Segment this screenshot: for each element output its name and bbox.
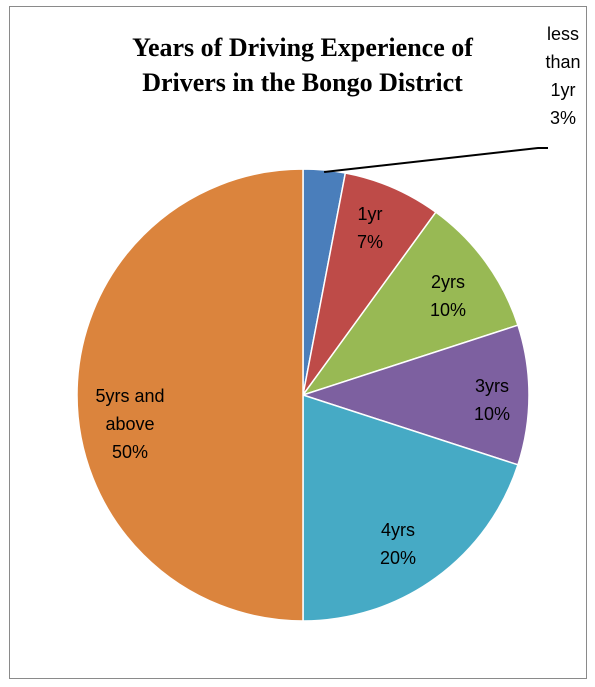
pie-slice-5yrs-and-above <box>76 168 304 622</box>
data-label-value: 10% <box>474 404 510 424</box>
data-label-5yrs-and-above: 5yrs and above 50% <box>95 386 164 462</box>
data-label-category: 5yrs and <box>95 386 164 406</box>
chart-title-line-1: Years of Driving Experience of <box>132 33 473 62</box>
pie-slice-3yrs <box>300 324 530 466</box>
data-label-category: above <box>105 414 154 434</box>
data-label-category: than <box>545 52 580 72</box>
data-label-category: less <box>547 24 579 44</box>
data-label-category: 1yr <box>357 204 382 224</box>
pie-slice-2yrs <box>301 211 519 397</box>
chart-title: Years of Driving Experience of Drivers i… <box>70 30 535 100</box>
data-label-2yrs: 2yrs 10% <box>430 272 466 320</box>
data-label-value: 3% <box>550 108 576 128</box>
data-label-category: 1yr <box>550 80 575 100</box>
pie-slice-4yrs <box>302 393 519 622</box>
leader-line-less-than-1yr <box>323 147 548 173</box>
data-label-category: 4yrs <box>381 520 415 540</box>
chart-title-line-2: Drivers in the Bongo District <box>142 68 463 97</box>
data-label-value: 50% <box>112 442 148 462</box>
data-label-3yrs: 3yrs 10% <box>474 376 510 424</box>
data-label-1yr: 1yr 7% <box>357 204 383 252</box>
data-label-category: 2yrs <box>431 272 465 292</box>
data-label-4yrs: 4yrs 20% <box>380 520 416 568</box>
data-label-value: 10% <box>430 300 466 320</box>
data-label-less-than-1yr: less than 1yr 3% <box>545 24 580 128</box>
data-label-category: 3yrs <box>475 376 509 396</box>
data-label-value: 7% <box>357 232 383 252</box>
data-label-value: 20% <box>380 548 416 568</box>
